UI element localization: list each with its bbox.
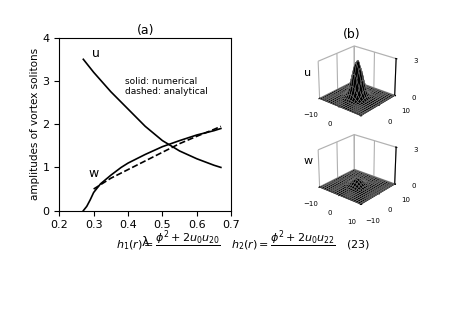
Text: (b): (b) [343,28,361,41]
Text: u: u [92,47,100,60]
Text: w: w [304,156,313,166]
X-axis label: λ: λ [142,236,149,249]
Title: (a): (a) [137,24,154,36]
Y-axis label: amplitudes of vortex solitons: amplitudes of vortex solitons [29,48,40,200]
Text: $h_1(r)=\dfrac{\phi^2+2u_0u_{20}}{\quad}$$\quad h_2(r)=\dfrac{\phi^2+2u_0u_{22}}: $h_1(r)=\dfrac{\phi^2+2u_0u_{20}}{\quad}… [116,229,370,254]
Text: solid: numerical
dashed: analytical: solid: numerical dashed: analytical [125,77,208,96]
Text: u: u [304,68,311,78]
Text: w: w [89,167,99,180]
